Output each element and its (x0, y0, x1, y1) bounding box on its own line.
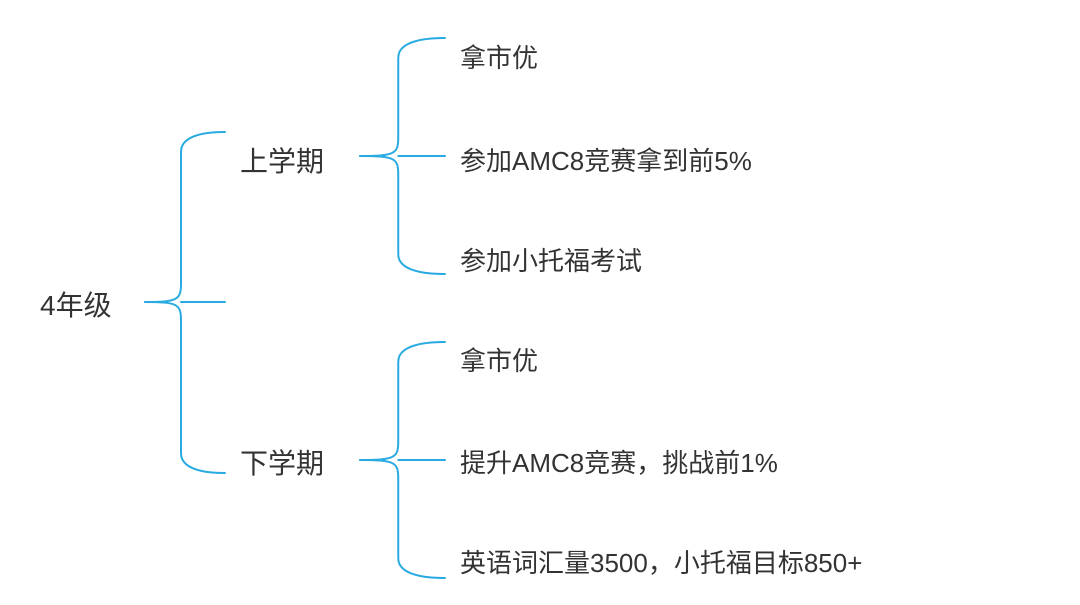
leaf-label: 提升AMC8竞赛，挑战前1% (460, 448, 778, 478)
leaf-label: 参加小托福考试 (460, 246, 642, 276)
tree-leaf: 参加小托福考试 (460, 241, 642, 278)
tree-leaf: 英语词汇量3500，小托福目标850+ (460, 543, 862, 580)
tree-leaf: 参加AMC8竞赛拿到前5% (460, 141, 752, 178)
branch-label: 上学期 (240, 146, 324, 177)
tree-branch: 下学期 (240, 442, 324, 482)
tree-leaf: 提升AMC8竞赛，挑战前1% (460, 443, 778, 480)
leaf-label: 拿市优 (460, 43, 538, 73)
tree-root: 4年级 (40, 284, 112, 324)
leaf-label: 拿市优 (460, 346, 538, 376)
brace-branch-1 (360, 340, 445, 580)
root-label: 4年级 (40, 290, 112, 321)
branch-label: 下学期 (240, 448, 324, 479)
leaf-label: 英语词汇量3500，小托福目标850+ (460, 548, 862, 578)
tree-leaf: 拿市优 (460, 341, 538, 378)
brace-branch-0 (360, 36, 445, 276)
brace-root (145, 130, 225, 475)
leaf-label: 参加AMC8竞赛拿到前5% (460, 146, 752, 176)
tree-leaf: 拿市优 (460, 38, 538, 75)
tree-branch: 上学期 (240, 140, 324, 180)
